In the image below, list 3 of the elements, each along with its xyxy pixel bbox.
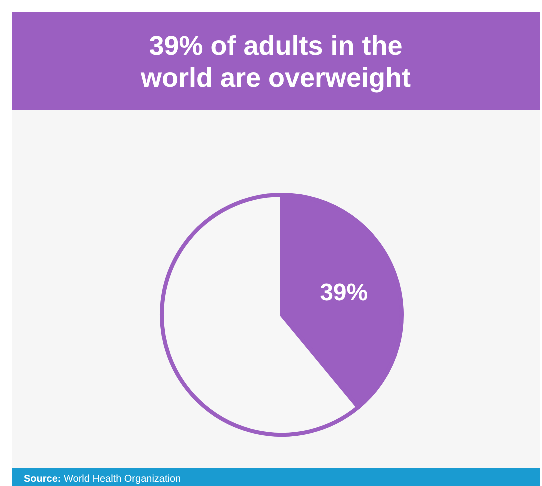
data-label: 39%: [320, 280, 368, 307]
source-note: Source: World Health Organization: [24, 474, 182, 485]
chart-title: 39% of adults in the world are overweight: [140, 31, 412, 93]
